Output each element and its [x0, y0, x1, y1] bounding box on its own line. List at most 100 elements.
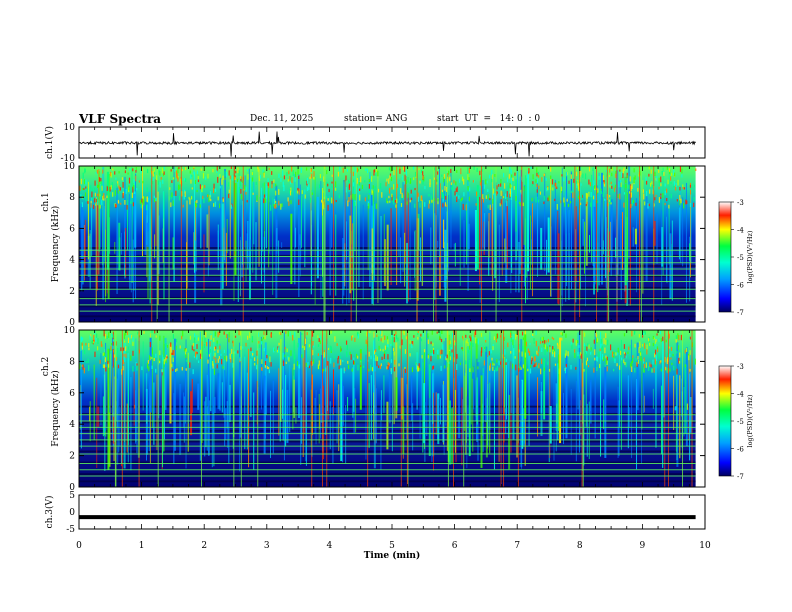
spectrogram-hot-pixel [212, 363, 214, 369]
spectrogram-hot-pixel [329, 196, 331, 202]
spectrogram-hot-pixel [381, 192, 383, 198]
spectrogram-hot-pixel [506, 200, 508, 207]
spectrogram-burst [445, 337, 447, 426]
spectrogram-hot-pixel [365, 339, 367, 344]
spectrogram-hot-pixel [286, 172, 288, 176]
spectrogram-hot-pixel [178, 166, 180, 170]
spectrogram-hot-pixel [194, 333, 196, 337]
spectrogram-hot-pixel [512, 177, 514, 181]
spectrogram-hot-pixel [665, 366, 667, 371]
spectrogram-hot-pixel [684, 349, 686, 354]
spectrogram-hot-pixel [393, 366, 396, 372]
spectrogram-hot-pixel [455, 181, 457, 186]
spectrogram-hot-pixel [317, 353, 319, 357]
spectrogram-hot-pixel [612, 368, 615, 372]
spectrogram-hot-pixel [639, 341, 641, 344]
spectrogram-hot-pixel [607, 339, 609, 346]
spectrogram-hot-pixel [373, 357, 375, 361]
spectrogram-hot-pixel [189, 170, 191, 174]
spectrogram-hot-pixel [231, 348, 233, 355]
spectrogram-hot-pixel [233, 176, 236, 180]
spectrogram-hot-pixel [306, 177, 309, 184]
spectrogram-hot-pixel [256, 195, 258, 202]
spectrogram-hot-pixel [375, 203, 377, 209]
spectrogram-hot-pixel [504, 193, 507, 199]
spectrogram-hot-pixel [136, 363, 138, 367]
spectrogram-hot-pixel [125, 346, 127, 352]
spectrogram-hot-pixel [585, 193, 588, 198]
spectrogram-hot-pixel [473, 166, 475, 170]
spectrogram-hot-pixel [98, 184, 100, 188]
spectrogram-hot-pixel [80, 194, 82, 198]
spectrogram-hot-pixel [87, 201, 89, 204]
spectrogram-hot-pixel [285, 330, 287, 334]
spectrogram-hot-pixel [183, 195, 185, 200]
spectrogram-hot-pixel [499, 358, 502, 365]
spectrogram-hot-pixel [306, 187, 309, 192]
spectrogram-hot-pixel [622, 184, 624, 188]
spectrogram-hot-pixel [177, 177, 179, 182]
spectrogram-hot-pixel [218, 356, 220, 360]
spectrogram-burst [383, 214, 385, 283]
spectrogram-hot-pixel [519, 202, 521, 207]
spectrogram-burst [293, 339, 295, 418]
spectrogram-burst [315, 390, 317, 445]
spectrogram-hot-pixel [213, 368, 216, 375]
spectrogram-hot-pixel [352, 182, 355, 187]
spectrogram-hot-pixel [376, 361, 378, 367]
spectrogram-hot-pixel [115, 177, 117, 180]
spectrogram-hot-pixel [228, 331, 230, 338]
spectrogram-burst [402, 406, 405, 454]
spectrogram-hot-pixel [201, 186, 203, 193]
spectrogram-hot-pixel [439, 331, 441, 338]
spectrogram-hot-pixel [628, 191, 631, 194]
spectrogram-burst [505, 358, 507, 420]
spectrogram-burst [636, 342, 639, 411]
spectrogram-hot-pixel [472, 366, 474, 373]
spectrogram-hot-pixel [391, 187, 393, 190]
spectrogram-hot-pixel [114, 171, 116, 175]
spectrogram-hot-pixel [327, 198, 329, 201]
spectrogram-hot-pixel [105, 367, 107, 372]
spectrogram-burst [558, 354, 560, 431]
spectrogram-burst [450, 168, 452, 249]
spectrogram-hot-pixel [448, 340, 450, 346]
spectrogram-hot-pixel [81, 345, 83, 350]
spectrogram-hot-pixel [405, 179, 408, 185]
spectrogram-hot-pixel [624, 352, 626, 359]
spectrogram-burst [240, 236, 242, 296]
spectrogram-hot-pixel [631, 330, 633, 337]
spectrogram-hot-pixel [113, 354, 116, 358]
spectrogram-hot-pixel [675, 338, 677, 343]
spectrogram-hot-pixel [605, 339, 607, 345]
spectrogram-hot-pixel [165, 357, 167, 362]
spectrogram-hot-pixel [589, 182, 591, 187]
spectrogram-hot-pixel [444, 185, 446, 191]
spectrogram-hot-pixel [586, 201, 588, 205]
spectrogram-burst [506, 191, 508, 269]
spectrogram-hot-pixel [169, 187, 171, 190]
spectrogram-burst [475, 380, 477, 422]
spectrogram-hot-pixel [271, 181, 273, 185]
spectrogram-burst [239, 357, 242, 438]
spectrogram-burst [163, 367, 165, 440]
spectrogram-hot-pixel [327, 204, 329, 211]
spectrogram-burst [206, 214, 208, 248]
spectrogram-hot-pixel [100, 178, 102, 182]
spectrogram-burst [304, 189, 306, 268]
spectrogram-hot-pixel [142, 180, 144, 184]
spectrogram-hot-pixel [570, 341, 572, 346]
spectrogram-hot-pixel [103, 193, 105, 199]
spectrogram-hot-pixel [90, 185, 92, 190]
spectrogram-hot-pixel [542, 336, 544, 342]
spectrogram-burst [335, 214, 337, 296]
spectrogram-hot-pixel [102, 352, 104, 356]
spectrogram-burst [234, 183, 237, 276]
spectrogram-hot-pixel [229, 175, 231, 179]
spectrogram-hot-pixel [228, 189, 230, 194]
spectrogram-hot-pixel [515, 334, 517, 337]
x-tick-label: 8 [577, 541, 583, 551]
spectrogram-burst [561, 167, 563, 307]
spectrogram-burst [362, 204, 364, 300]
spectrogram-hot-pixel [668, 204, 670, 209]
